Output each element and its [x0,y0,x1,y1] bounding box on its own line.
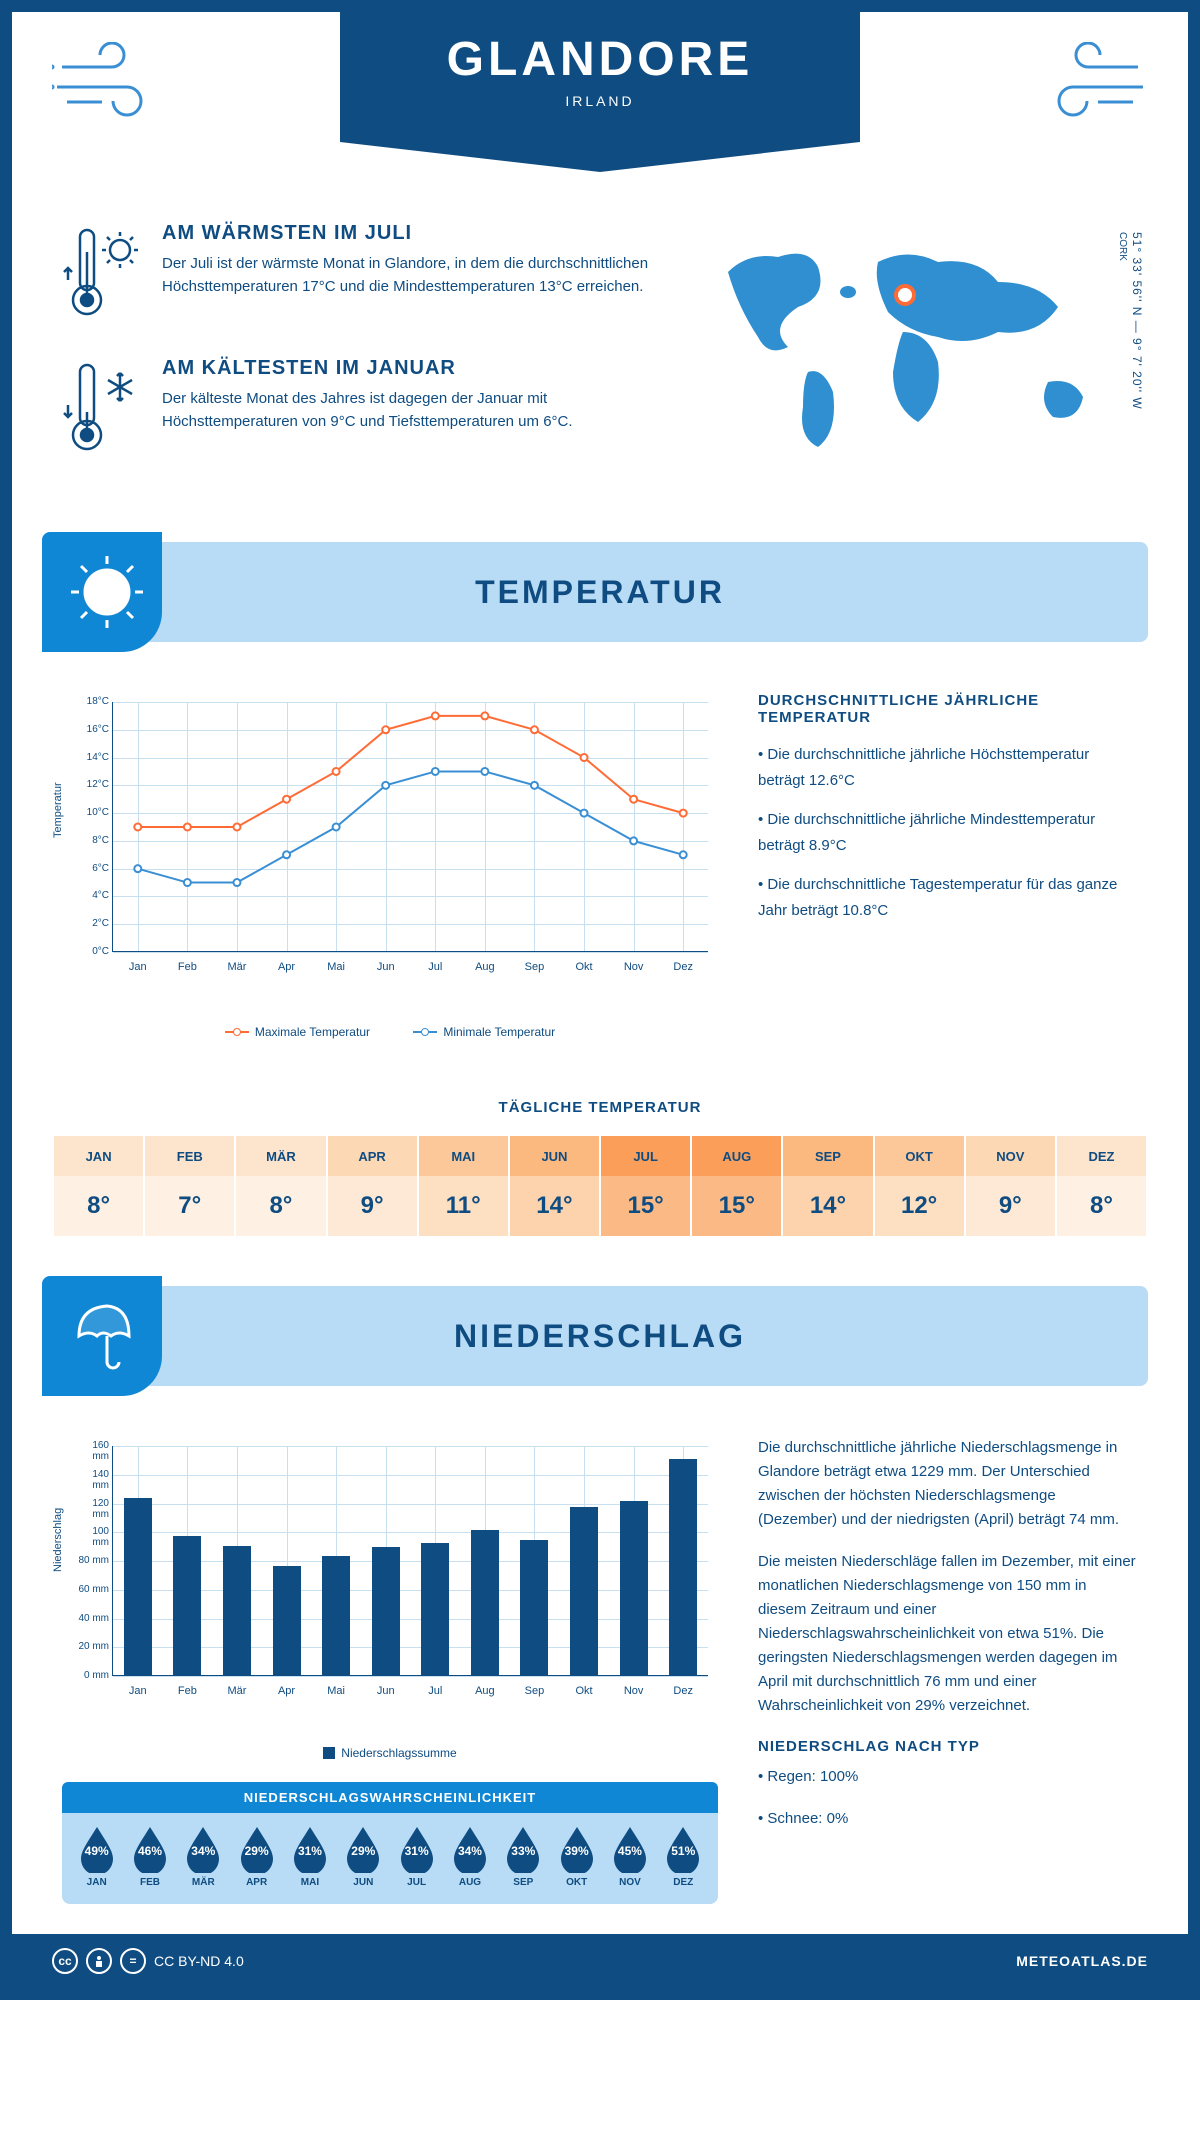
temperature-summary: DURCHSCHNITTLICHE JÄHRLICHE TEMPERATUR •… [758,692,1138,1039]
drop-col: 49%JAN [70,1825,123,1888]
drop-col: 29%APR [230,1825,283,1888]
drop-col: 45%NOV [603,1825,656,1888]
precip-type-p1: • Regen: 100% [758,1765,1138,1789]
temp-summary-p2: • Die durchschnittliche jährliche Mindes… [758,807,1138,858]
warmest-text: AM WÄRMSTEN IM JULI Der Juli ist der wär… [162,222,668,327]
section-bar-temperature: TEMPERATUR [52,542,1148,642]
daily-col: OKT12° [873,1136,964,1236]
info-right: 51° 33' 56'' N — 9° 7' 20'' W CORK [698,222,1138,492]
drop-col: 51%DEZ [657,1825,710,1888]
info-section: AM WÄRMSTEN IM JULI Der Juli ist der wär… [12,212,1188,522]
world-map [698,222,1138,462]
drop-col: 34%AUG [443,1825,496,1888]
coldest-desc: Der kälteste Monat des Jahres ist dagege… [162,388,668,433]
temperature-row: Temperatur 0°C2°C4°C6°C8°C10°C12°C14°C16… [12,662,1188,1069]
daily-col: JUL15° [599,1136,690,1236]
precipitation-row: Niederschlag 0 mm20 mm40 mm60 mm80 mm100… [12,1406,1188,1934]
daily-col: DEZ8° [1055,1136,1146,1236]
by-icon [86,1948,112,1974]
thermometer-sun-icon [62,222,142,327]
legend-max-label: Maximale Temperatur [255,1025,370,1039]
daily-col: MÄR8° [234,1136,325,1236]
page-title: GLANDORE [340,32,860,87]
info-left: AM WÄRMSTEN IM JULI Der Juli ist der wär… [62,222,668,492]
drop-col: 34%MÄR [177,1825,230,1888]
daily-col: JAN8° [52,1136,143,1236]
daily-col: NOV9° [964,1136,1055,1236]
wind-icon [52,42,172,127]
precipitation-summary: Die durchschnittliche jährliche Niedersc… [758,1436,1138,1904]
warmest-title: AM WÄRMSTEN IM JULI [162,222,668,245]
cc-icon: cc [52,1948,78,1974]
footer: cc = CC BY-ND 4.0 METEOATLAS.DE [12,1934,1188,1988]
drop-col: 46%FEB [123,1825,176,1888]
drop-col: 39%OKT [550,1825,603,1888]
warmest-desc: Der Juli ist der wärmste Monat in Glando… [162,253,668,298]
drop-col: 33%SEP [497,1825,550,1888]
daily-col: SEP14° [781,1136,872,1236]
daily-col: JUN14° [508,1136,599,1236]
precip-chart-ylabel: Niederschlag [52,1508,64,1572]
legend-max: .leg-sw[style*='ff6b35']::before{border-… [225,1025,370,1039]
title-banner: GLANDORE IRLAND [340,12,860,142]
inner: GLANDORE IRLAND AM WÄRMSTEN IM JULI Der … [12,12,1188,1988]
location-pin-icon [894,284,916,306]
temperature-chart: Temperatur 0°C2°C4°C6°C8°C10°C12°C14°C16… [62,692,718,1039]
header: GLANDORE IRLAND [12,12,1188,212]
precipitation-probability-box: NIEDERSCHLAGSWAHRSCHEINLICHKEIT 49%JAN46… [62,1782,718,1904]
drop-col: 29%JUN [337,1825,390,1888]
drop-col: 31%MAI [283,1825,336,1888]
daily-temp-title: TÄGLICHE TEMPERATUR [12,1099,1188,1116]
daily-col: AUG15° [690,1136,781,1236]
precip-legend: Niederschlagssumme [62,1736,718,1762]
temp-summary-p1: • Die durchschnittliche jährliche Höchst… [758,742,1138,793]
section-title-precipitation: NIEDERSCHLAG [52,1318,1148,1355]
nd-icon: = [120,1948,146,1974]
daily-temp-table: JAN8°FEB7°MÄR8°APR9°MAI11°JUN14°JUL15°AU… [52,1136,1148,1236]
temp-summary-title: DURCHSCHNITTLICHE JÄHRLICHE TEMPERATUR [758,692,1138,726]
prob-drops-row: 49%JAN46%FEB34%MÄR29%APR31%MAI29%JUN31%J… [70,1825,710,1888]
coldest-title: AM KÄLTESTEN IM JANUAR [162,357,668,380]
daily-col: FEB7° [143,1136,234,1236]
coordinates: 51° 33' 56'' N — 9° 7' 20'' W [1130,232,1144,410]
drop-col: 31%JUL [390,1825,443,1888]
temp-chart-area: 0°C2°C4°C6°C8°C10°C12°C14°C16°C18°CJanFe… [112,702,708,952]
precip-p2: Die meisten Niederschläge fallen im Deze… [758,1550,1138,1718]
precipitation-chart-col: Niederschlag 0 mm20 mm40 mm60 mm80 mm100… [62,1436,718,1904]
legend-min-label: Minimale Temperatur [443,1025,555,1039]
legend-precip-label: Niederschlagssumme [341,1746,456,1760]
region-label: CORK [1117,232,1128,261]
precip-type-title: NIEDERSCHLAG NACH TYP [758,1738,1138,1755]
prob-title: NIEDERSCHLAGSWAHRSCHEINLICHKEIT [62,1782,718,1813]
legend-min: .leg-sw[style*='3a8fd4']::before{border-… [413,1025,555,1039]
precip-chart-area: 0 mm20 mm40 mm60 mm80 mm100 mm120 mm140 … [112,1446,708,1676]
temp-summary-p3: • Die durchschnittliche Tagestemperatur … [758,872,1138,923]
coldest-block: AM KÄLTESTEN IM JANUAR Der kälteste Mona… [62,357,668,462]
site-name: METEOATLAS.DE [1016,1953,1148,1969]
umbrella-icon [67,1296,147,1381]
license: cc = CC BY-ND 4.0 [52,1948,244,1974]
precip-p1: Die durchschnittliche jährliche Niedersc… [758,1436,1138,1532]
sun-icon [67,552,147,637]
section-title-temperature: TEMPERATUR [52,574,1148,611]
warmest-block: AM WÄRMSTEN IM JULI Der Juli ist der wär… [62,222,668,327]
daily-col: MAI11° [417,1136,508,1236]
wind-icon [1028,42,1148,127]
page: GLANDORE IRLAND AM WÄRMSTEN IM JULI Der … [0,0,1200,2000]
temp-chart-ylabel: Temperatur [52,782,64,838]
page-subtitle: IRLAND [340,93,860,109]
daily-col: APR9° [326,1136,417,1236]
temp-legend: .leg-sw[style*='ff6b35']::before{border-… [62,1012,718,1039]
coldest-text: AM KÄLTESTEN IM JANUAR Der kälteste Mona… [162,357,668,462]
license-text: CC BY-ND 4.0 [154,1953,244,1969]
section-bar-precipitation: NIEDERSCHLAG [52,1286,1148,1386]
legend-precip: Niederschlagssumme [323,1746,456,1760]
precip-type-p2: • Schnee: 0% [758,1807,1138,1831]
thermometer-snow-icon [62,357,142,462]
